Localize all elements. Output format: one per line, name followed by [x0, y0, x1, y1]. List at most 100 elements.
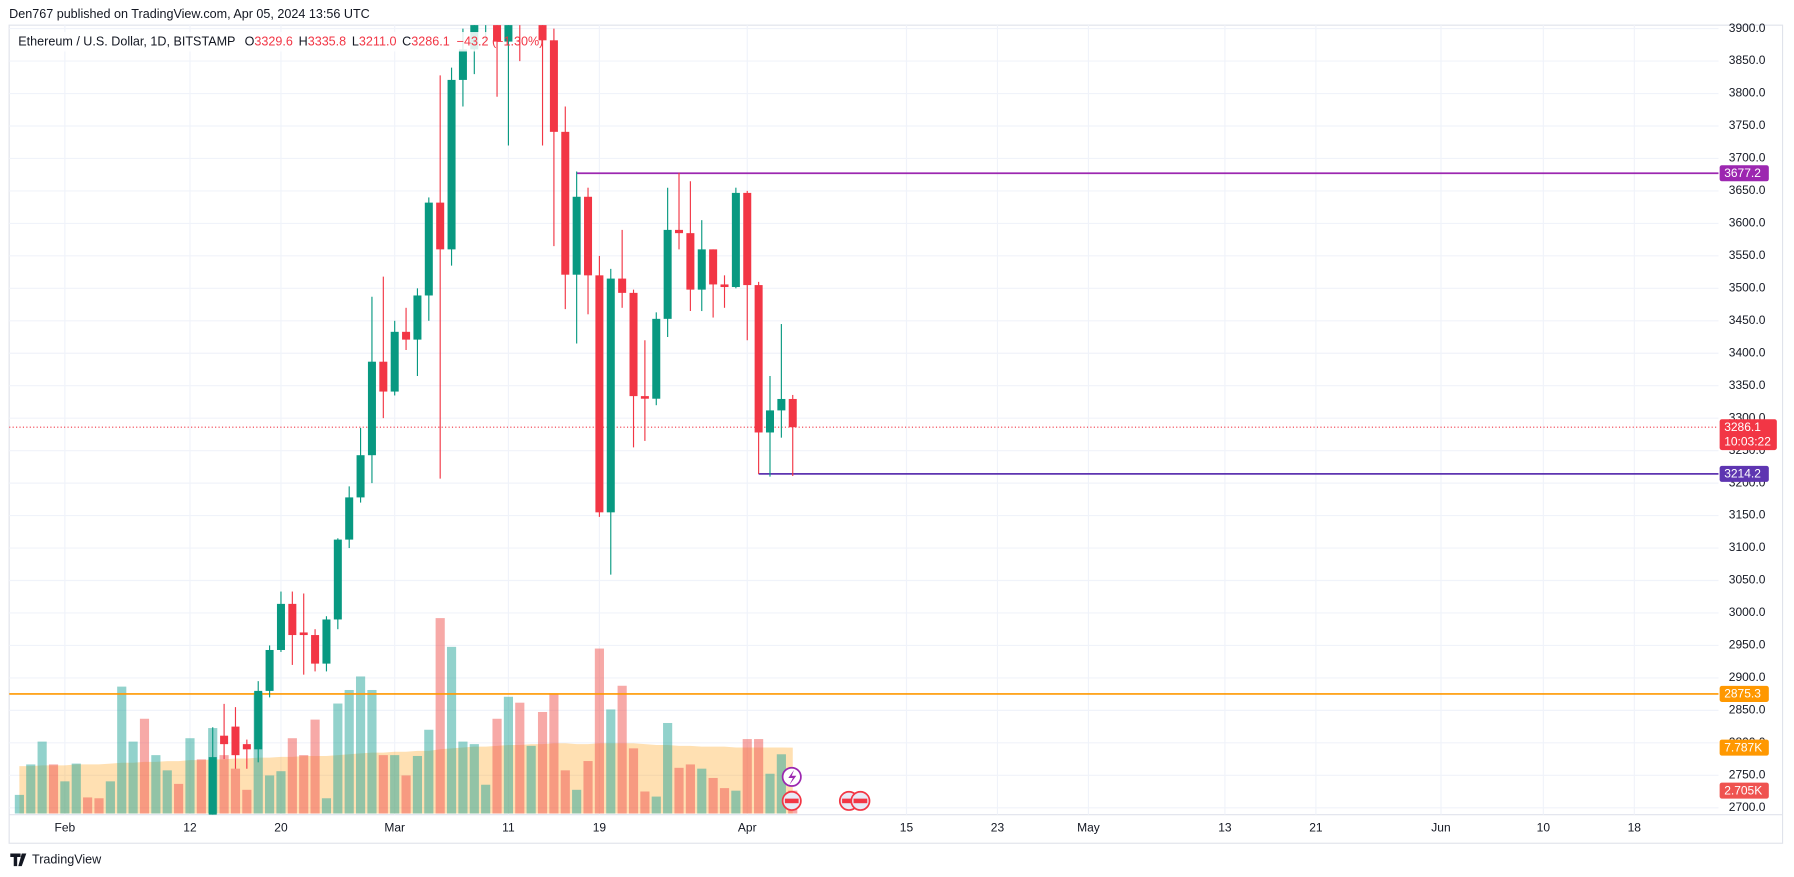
volume-bar — [14, 794, 24, 814]
volume-bar — [94, 798, 104, 814]
volume-bar — [458, 741, 468, 814]
candle-body — [720, 284, 729, 288]
candle-body — [311, 635, 320, 664]
y-tick-label: 2750.0 — [1729, 767, 1766, 781]
volume-bar — [287, 738, 297, 814]
volume-bar — [367, 689, 377, 814]
candle-body — [367, 361, 376, 456]
volume-bar — [355, 676, 366, 814]
y-tick-label: 2850.0 — [1729, 703, 1766, 717]
candle-body — [754, 285, 763, 433]
price-line-tag: 3214.2 — [1724, 467, 1761, 481]
y-tick-label: 3750.0 — [1729, 118, 1766, 132]
volume-bar — [651, 796, 661, 814]
volume-bar — [560, 770, 570, 814]
volume-bar — [265, 775, 275, 814]
candle-body — [493, 25, 502, 42]
candle-body — [663, 229, 672, 319]
ohlc-key: L — [352, 35, 359, 49]
candle-body — [538, 25, 547, 41]
candle-body — [333, 539, 342, 620]
y-tick-label: 3500.0 — [1729, 281, 1766, 295]
candle-body — [345, 497, 354, 540]
x-tick-label: 15 — [900, 821, 914, 835]
x-tick-label: 23 — [991, 821, 1005, 835]
volume-bar — [71, 763, 81, 814]
x-tick-label: 18 — [1628, 821, 1642, 835]
volume-tag: 2.705K — [1724, 783, 1762, 797]
footer: TradingView — [10, 853, 102, 867]
volume-bar — [424, 729, 434, 814]
y-tick-label: 3400.0 — [1729, 345, 1766, 359]
volume-bar — [685, 764, 695, 814]
x-tick-label: Jun — [1431, 821, 1450, 835]
candle-body — [572, 196, 581, 275]
price-line-tag: 2875.3 — [1724, 687, 1761, 701]
candle-body — [731, 192, 740, 288]
brand-logo — [10, 853, 27, 867]
volume-bar — [48, 764, 59, 814]
brand-name: TradingView — [32, 853, 102, 867]
plot-area — [9, 25, 1719, 815]
volume-bar — [583, 761, 593, 814]
x-tick-label: 10 — [1537, 821, 1551, 835]
y-tick-label: 3900.0 — [1729, 21, 1766, 35]
volume-bar — [401, 775, 411, 814]
event-icons — [781, 766, 871, 811]
volume-bar — [196, 759, 206, 814]
candle-body — [709, 249, 718, 285]
chart-frame — [8, 24, 1784, 844]
candle-body — [458, 49, 467, 80]
last-price-tag: 3286.1 — [1724, 420, 1761, 434]
price-line-tag: 3677.2 — [1724, 166, 1761, 180]
candle-body — [549, 40, 558, 132]
candle-body — [322, 619, 331, 664]
volume-bar — [151, 755, 161, 814]
x-tick-label: 19 — [593, 821, 607, 835]
volume-bar — [674, 767, 684, 814]
candle-body — [606, 278, 615, 513]
volume-bar — [174, 783, 184, 814]
candle-body — [424, 202, 433, 296]
candle-body — [254, 690, 263, 750]
event-icon-glyph — [853, 798, 868, 804]
ohlc-value: 3211.0 — [359, 35, 397, 49]
candle-body — [356, 455, 365, 498]
event-icon-glyph — [842, 798, 856, 804]
volume-bar — [105, 781, 115, 814]
volume-bar — [663, 722, 673, 814]
axes: Feb 12 20 Mar 11 19 Apr 15 23 May 13 21 Jun 10 18 2700.… — [55, 21, 1777, 835]
y-tick-label: 3550.0 — [1729, 248, 1766, 262]
volume-bar — [435, 618, 445, 814]
volume-bar — [139, 718, 150, 814]
volume-bar — [572, 789, 582, 814]
volume-ma-tag: 7.787K — [1724, 740, 1762, 754]
volume-bar — [446, 646, 457, 814]
candle-body — [584, 196, 593, 276]
volume-bar — [492, 718, 502, 814]
ohlc-value: 3335.8 — [308, 35, 346, 49]
volume-bar — [697, 768, 707, 814]
candle-body — [777, 398, 786, 411]
volume-bar — [242, 789, 252, 814]
candle-body — [265, 649, 274, 691]
volume-bar — [276, 771, 286, 814]
ohlc-key: H — [299, 35, 308, 49]
volume-bar — [412, 755, 423, 814]
volume-tag-bg — [1719, 782, 1769, 799]
x-tick-label: 13 — [1218, 821, 1232, 835]
volume-bar — [117, 686, 127, 814]
volume-bar — [526, 745, 536, 814]
volume-bar — [628, 748, 639, 814]
y-tick-label: 3050.0 — [1729, 573, 1766, 587]
candle-body — [379, 361, 388, 392]
symbol-legend: Ethereum / U.S. Dollar, 1D, BITSTAMP O332… — [18, 35, 543, 49]
volume-bar — [344, 689, 354, 814]
volume-bar — [321, 798, 332, 814]
candle-body — [242, 744, 251, 750]
x-tick-label: 21 — [1309, 821, 1323, 835]
y-tick-label: 3100.0 — [1729, 540, 1766, 554]
x-tick-label: 20 — [274, 821, 288, 835]
ohlc-key: C — [402, 35, 411, 49]
